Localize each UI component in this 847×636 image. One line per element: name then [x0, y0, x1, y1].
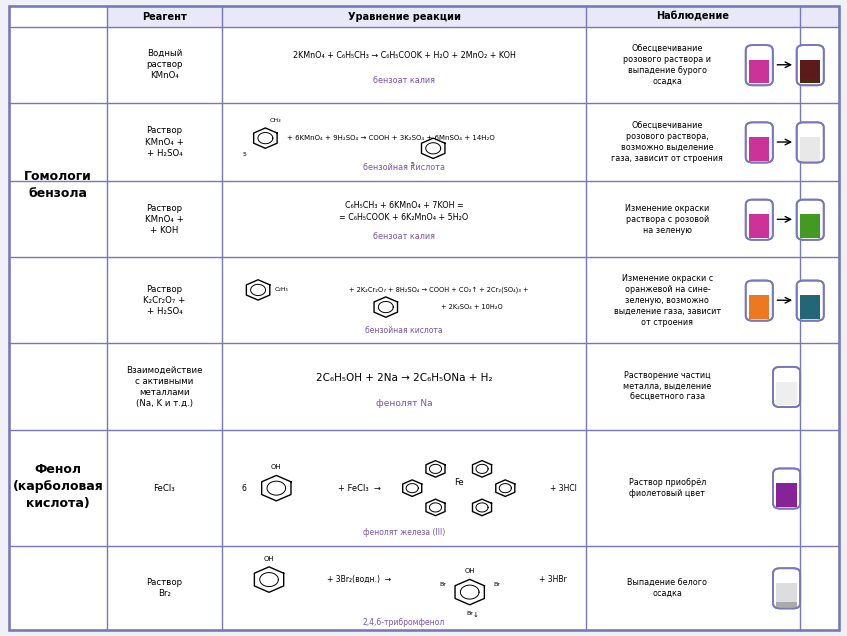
Text: OH: OH [263, 556, 274, 562]
Text: Изменение окраски с
оранжевой на сине-
зеленую, возможно
выделение газа, зависит: Изменение окраски с оранжевой на сине- з… [614, 273, 721, 327]
Text: Гомологи
бензола: Гомологи бензола [25, 170, 92, 200]
Text: Раствор
KMnO₄ +
+ KOH: Раствор KMnO₄ + + KOH [145, 204, 184, 235]
Text: OH: OH [271, 464, 282, 471]
Bar [749, 295, 769, 319]
Text: C₂H₅: C₂H₅ [274, 287, 288, 293]
Text: Взаимодействие
с активными
металлами
(Na, K и т.д.): Взаимодействие с активными металлами (Na… [126, 366, 202, 408]
FancyBboxPatch shape [773, 469, 800, 509]
Text: 2KMnO₄ + C₆H₅CH₃ → C₆H₅COOK + H₂O + 2MnO₂ + KOH: 2KMnO₄ + C₆H₅CH₃ → C₆H₅COOK + H₂O + 2MnO… [292, 51, 516, 60]
Text: фенолят железа (III): фенолят железа (III) [363, 528, 446, 537]
Text: ↓: ↓ [473, 612, 478, 618]
Text: Наблюдение: Наблюдение [656, 11, 729, 22]
Bar [749, 60, 769, 83]
Bar [586, 6, 800, 27]
Text: Реагент: Реагент [142, 11, 187, 22]
Text: Раствор
K₂Cr₂O₇ +
+ H₂SO₄: Раствор K₂Cr₂O₇ + + H₂SO₄ [143, 285, 185, 316]
Bar [800, 6, 839, 27]
Text: C₆H₅CH₃ + 6KMnO₄ + 7KOH =: C₆H₅CH₃ + 6KMnO₄ + 7KOH = [345, 201, 463, 210]
Bar [800, 295, 821, 319]
Text: = C₆H₅COOK + 6K₂MnO₄ + 5H₂O: = C₆H₅COOK + 6K₂MnO₄ + 5H₂O [340, 213, 468, 223]
FancyBboxPatch shape [745, 200, 772, 240]
Text: Fe: Fe [454, 478, 463, 487]
FancyBboxPatch shape [773, 367, 800, 407]
Bar [749, 202, 769, 209]
Bar [749, 282, 769, 291]
FancyBboxPatch shape [745, 280, 772, 321]
Text: бензоат калия: бензоат калия [373, 76, 435, 85]
Bar [800, 47, 821, 55]
Text: Обесцвечивание
розового раствора,
возможно выделение
газа, зависит от строения: Обесцвечивание розового раствора, возмож… [612, 121, 723, 163]
FancyBboxPatch shape [797, 122, 824, 163]
Text: + 2K₂Cr₂O₇ + 8H₂SO₄ → COOH + CO₂↑ + 2Cr₂(SO₄)₃ +: + 2K₂Cr₂O₇ + 8H₂SO₄ → COOH + CO₂↑ + 2Cr₂… [349, 287, 529, 293]
Bar [800, 60, 821, 83]
Bar [222, 6, 586, 27]
Text: Обесцвечивание
розового раствора и
выпадение бурого
осадка: Обесцвечивание розового раствора и выпад… [623, 44, 711, 86]
Bar [749, 137, 769, 161]
Text: OH: OH [464, 569, 475, 574]
Text: Изменение окраски
раствора с розовой
на зеленую: Изменение окраски раствора с розовой на … [625, 204, 710, 235]
Bar [777, 382, 797, 405]
Text: + 2K₂SO₄ + 10H₂O: + 2K₂SO₄ + 10H₂O [440, 304, 502, 310]
Text: Раствор приобрёл
фиолетовый цвет: Раствор приобрёл фиолетовый цвет [628, 478, 706, 498]
FancyBboxPatch shape [773, 568, 800, 609]
Bar [777, 471, 797, 478]
Bar [749, 124, 769, 132]
Text: + 3HBr: + 3HBr [539, 575, 567, 584]
Text: Br: Br [439, 582, 446, 587]
FancyBboxPatch shape [797, 45, 824, 85]
Text: + FeCl₃  →: + FeCl₃ → [338, 483, 381, 493]
Bar [749, 47, 769, 55]
Bar [777, 602, 797, 607]
Text: 2C₆H₅OH + 2Na → 2C₆H₅ONa + H₂: 2C₆H₅OH + 2Na → 2C₆H₅ONa + H₂ [316, 373, 492, 383]
Bar [108, 6, 222, 27]
Text: Раствор
Br₂: Раствор Br₂ [147, 578, 182, 598]
Text: + 6KMnO₄ + 9H₂SO₄ → COOH + 3K₂SO₄ + 6MnSO₄ + 14H₂O: + 6KMnO₄ + 9H₂SO₄ → COOH + 3K₂SO₄ + 6MnS… [286, 135, 495, 141]
FancyBboxPatch shape [745, 45, 772, 85]
Text: бензойная кислота: бензойная кислота [365, 326, 443, 335]
Bar [800, 214, 821, 238]
Text: Выпадение белого
осадка: Выпадение белого осадка [628, 578, 707, 598]
Bar [800, 137, 821, 161]
Bar [777, 369, 797, 377]
Bar [777, 483, 797, 507]
Text: 5: 5 [411, 162, 414, 167]
Bar [800, 282, 821, 291]
Text: Раствор
KMnO₄ +
+ H₂SO₄: Раствор KMnO₄ + + H₂SO₄ [145, 127, 184, 158]
Text: CH₃: CH₃ [269, 118, 281, 123]
Text: Водный
раствор
KMnO₄: Водный раствор KMnO₄ [147, 49, 183, 80]
Text: 5: 5 [243, 151, 246, 156]
FancyBboxPatch shape [745, 122, 772, 163]
Text: бензоат калия: бензоат калия [373, 232, 435, 240]
Text: + 3HCl: + 3HCl [550, 483, 577, 493]
Text: Br: Br [466, 611, 473, 616]
Text: + 3Br₂(водн.)  →: + 3Br₂(водн.) → [328, 575, 391, 584]
Text: фенолят Na: фенолят Na [376, 399, 432, 408]
Bar [749, 214, 769, 238]
Bar [800, 79, 821, 83]
Text: 6: 6 [241, 483, 246, 493]
Text: Фенол
(карболовая
кислота): Фенол (карболовая кислота) [13, 463, 103, 510]
Text: 2,4,6-трибромфенол: 2,4,6-трибромфенол [363, 618, 446, 628]
Text: бензойная кислота: бензойная кислота [363, 163, 445, 172]
Text: FeCl₃: FeCl₃ [153, 483, 175, 493]
Bar [777, 583, 797, 607]
FancyBboxPatch shape [797, 200, 824, 240]
FancyBboxPatch shape [797, 280, 824, 321]
Bar [777, 570, 797, 578]
Text: Br: Br [494, 582, 501, 587]
Bar [800, 202, 821, 209]
Bar [800, 124, 821, 132]
Text: Растворение частиц
металла, выделение
бесцветного газа: Растворение частиц металла, выделение бе… [623, 371, 711, 402]
Text: Уравнение реакции: Уравнение реакции [347, 11, 461, 22]
